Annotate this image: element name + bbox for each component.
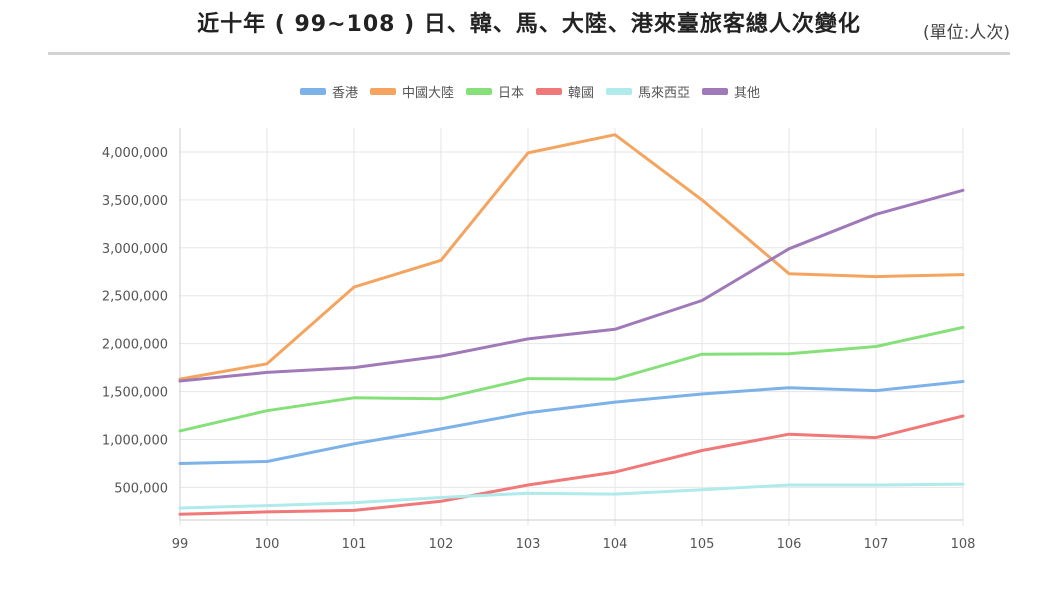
x-tick-label: 101 [342, 537, 367, 552]
x-tick-label: 100 [255, 537, 280, 552]
legend-swatch [369, 87, 396, 95]
legend-item[interactable]: 馬來西亞 [606, 82, 690, 101]
legend-item[interactable]: 中國大陸 [369, 82, 454, 101]
legend-swatch [299, 87, 326, 95]
legend-item[interactable]: 日本 [465, 82, 524, 101]
chart-header: 近十年 ( 99~108 ) 日、韓、馬、大陸、港來臺旅客總人次變化 (單位:人… [48, 0, 1010, 55]
y-tick-label: 3,500,000 [102, 194, 168, 209]
y-tick-label: 3,000,000 [102, 242, 168, 257]
x-tick-label: 108 [951, 537, 976, 552]
series-line [178, 133, 965, 381]
chart-legend: 香港 中國大陸 日本 韓國 馬來西亞 其他 [0, 80, 1060, 102]
legend-item[interactable]: 韓國 [536, 82, 594, 101]
y-tick-label: 2,000,000 [102, 338, 168, 353]
series-line [178, 380, 965, 465]
x-tick-label: 105 [690, 537, 715, 552]
line-chart-area: 500,000 1,000,000 1,500,000 2,000,000 2,500,… [0, 120, 1060, 560]
legend-item[interactable]: 其他 [702, 82, 760, 101]
x-tick-label: 104 [603, 537, 628, 552]
legend-swatch [465, 87, 492, 95]
series-line [178, 325, 965, 433]
legend-item[interactable]: 香港 [299, 82, 358, 101]
legend-swatch [702, 87, 729, 95]
y-tick-label: 1,000,000 [102, 433, 168, 448]
legend-label: 香港 [331, 85, 358, 101]
x-tick-label: 107 [864, 537, 889, 552]
legend-label: 中國大陸 [401, 85, 454, 101]
x-tick-label: 103 [516, 537, 541, 552]
legend-label: 日本 [497, 85, 524, 101]
legend-swatch [536, 87, 562, 95]
unit-label: (單位:人次) [923, 23, 1010, 43]
chart-title: 近十年 ( 99~108 ) 日、韓、馬、大陸、港來臺旅客總人次變化 [197, 12, 861, 37]
x-tick-label: 102 [429, 537, 454, 552]
x-tick-label: 99 [172, 537, 189, 552]
series-line [178, 482, 965, 510]
x-tick-label: 106 [777, 537, 802, 552]
y-tick-label: 2,500,000 [102, 290, 168, 305]
series-line [178, 188, 965, 383]
y-tick-label: 500,000 [114, 481, 168, 496]
line-chart: 500,000 1,000,000 1,500,000 2,000,000 2,500,… [102, 128, 976, 552]
series-line [178, 414, 965, 516]
legend-swatch [606, 87, 633, 95]
legend-label: 其他 [734, 85, 761, 101]
y-tick-label: 4,000,000 [102, 146, 168, 161]
legend-label: 韓國 [568, 85, 595, 101]
y-tick-label: 1,500,000 [102, 386, 168, 401]
legend-label: 馬來西亞 [638, 85, 691, 101]
